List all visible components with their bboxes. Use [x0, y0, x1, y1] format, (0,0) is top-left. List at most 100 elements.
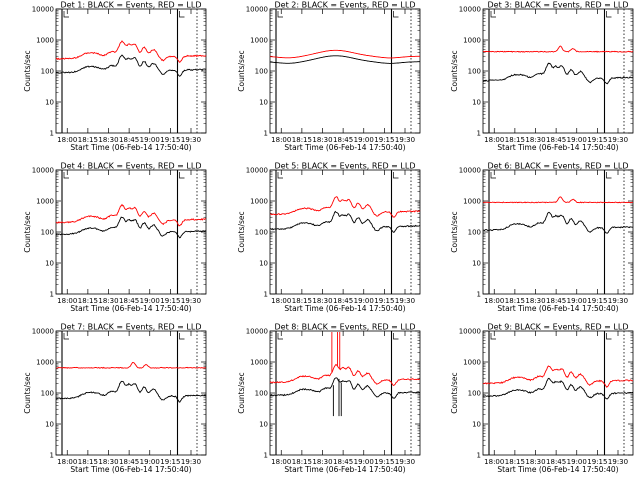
- y-axis-label: Counts/sec: [450, 211, 459, 252]
- marker-bracket: [277, 333, 283, 340]
- x-tick-label: 18:00: [271, 297, 291, 305]
- x-tick-label: 19:00: [140, 136, 160, 144]
- x-tick-label: 18:00: [57, 297, 77, 305]
- x-tick-label: 19:00: [567, 136, 587, 144]
- marker-bracket: [606, 333, 612, 340]
- panel-det-5: Det 5: BLACK = Events, RED = LLD 1 10 100 10…: [237, 162, 421, 313]
- x-tick-label: 18:45: [546, 458, 566, 466]
- y-tick-label: 100: [255, 229, 268, 237]
- plot-frame: [482, 8, 634, 134]
- marker-bracket: [490, 172, 496, 179]
- x-tick-label: 19:15: [374, 136, 394, 144]
- series-lld-red: [269, 363, 421, 387]
- plot-frame: [482, 330, 634, 456]
- marker-bracket: [63, 11, 69, 18]
- x-tick-label: 18:00: [57, 136, 77, 144]
- y-axis-label: Counts/sec: [450, 372, 459, 413]
- y-axis-label: Counts/sec: [237, 50, 246, 91]
- x-tick-label: 18:15: [78, 458, 98, 466]
- x-tick-label: 19:00: [354, 458, 374, 466]
- plot-frame: [269, 169, 421, 295]
- y-tick-label: 1: [50, 452, 54, 460]
- y-tick-label: 10: [259, 99, 268, 107]
- series-lld-red: [55, 40, 207, 63]
- panel-title: Det 3: BLACK = Events, RED = LLD: [488, 1, 629, 10]
- marker-bracket: [393, 333, 399, 340]
- x-tick-label: 19:15: [374, 297, 394, 305]
- x-tick-label: 18:00: [484, 136, 504, 144]
- panel-title: Det 4: BLACK = Events, RED = LLD: [61, 162, 202, 171]
- panel-det-1: Det 1: BLACK = Events, RED = LLD 1 10 100 10…: [23, 1, 207, 152]
- marker-bracket: [179, 172, 185, 179]
- series-events-black: [55, 216, 207, 239]
- panel-det-3: Det 3: BLACK = Events, RED = LLD 1 10 100 10…: [450, 1, 634, 152]
- marker-bracket: [490, 333, 496, 340]
- y-tick-label: 1000: [36, 37, 54, 45]
- x-tick-label: 18:30: [98, 297, 118, 305]
- panel-title: Det 5: BLACK = Events, RED = LLD: [275, 162, 416, 171]
- y-tick-label: 10: [259, 260, 268, 268]
- marker-bracket: [277, 11, 283, 18]
- x-tick-label: 19:30: [395, 136, 415, 144]
- x-tick-label: 18:30: [525, 458, 545, 466]
- y-tick-label: 100: [41, 229, 54, 237]
- series-events-black: [482, 62, 634, 85]
- y-tick-label: 10000: [32, 6, 54, 14]
- panel-det-9: Det 9: BLACK = Events, RED = LLD 1 10 100 10…: [450, 323, 634, 474]
- x-tick-label: 18:30: [312, 458, 332, 466]
- series-events-black: [55, 54, 207, 77]
- marker-bracket: [490, 11, 496, 18]
- x-axis-label: Start Time (06-Feb-14 17:50:40): [70, 465, 191, 474]
- x-tick-label: 19:30: [608, 297, 628, 305]
- series-events-black: [55, 380, 207, 403]
- x-tick-label: 18:30: [312, 297, 332, 305]
- x-axis-label: Start Time (06-Feb-14 17:50:40): [70, 143, 191, 152]
- y-tick-label: 10000: [246, 328, 268, 336]
- series-lld-red: [269, 196, 421, 218]
- y-tick-label: 10: [472, 99, 481, 107]
- marker-bracket: [179, 11, 185, 18]
- x-tick-label: 18:00: [484, 458, 504, 466]
- plot-frame: [269, 8, 421, 134]
- x-axis-label: Start Time (06-Feb-14 17:50:40): [284, 304, 405, 313]
- x-tick-label: 18:00: [57, 458, 77, 466]
- y-tick-label: 10: [45, 99, 54, 107]
- y-tick-label: 1000: [463, 37, 481, 45]
- x-tick-label: 19:00: [140, 297, 160, 305]
- x-axis-label: Start Time (06-Feb-14 17:50:40): [70, 304, 191, 313]
- marker-bracket: [606, 172, 612, 179]
- x-tick-label: 19:00: [140, 458, 160, 466]
- x-tick-label: 19:30: [395, 297, 415, 305]
- x-tick-label: 18:15: [505, 458, 525, 466]
- y-tick-label: 10: [472, 260, 481, 268]
- x-tick-label: 19:15: [587, 297, 607, 305]
- x-tick-label: 18:30: [525, 136, 545, 144]
- x-tick-label: 18:45: [333, 458, 353, 466]
- x-axis-label: Start Time (06-Feb-14 17:50:40): [497, 304, 618, 313]
- x-tick-label: 18:15: [78, 136, 98, 144]
- y-tick-label: 10000: [459, 328, 481, 336]
- x-tick-label: 18:45: [333, 297, 353, 305]
- y-tick-label: 1: [50, 130, 54, 138]
- x-axis-label: Start Time (06-Feb-14 17:50:40): [284, 143, 405, 152]
- x-axis-label: Start Time (06-Feb-14 17:50:40): [497, 143, 618, 152]
- marker-bracket: [277, 172, 283, 179]
- x-tick-label: 19:30: [181, 136, 201, 144]
- panel-title: Det 1: BLACK = Events, RED = LLD: [61, 1, 202, 10]
- marker-bracket: [606, 11, 612, 18]
- x-tick-label: 19:15: [160, 297, 180, 305]
- y-tick-label: 10000: [459, 167, 481, 175]
- series-lld-red: [482, 196, 634, 204]
- panel-det-2: Det 2: BLACK = Events, RED = LLD 1 10 100 10…: [237, 1, 421, 152]
- y-tick-label: 100: [468, 229, 481, 237]
- series-events-black: [269, 377, 420, 399]
- panel-det-8: Det 8: BLACK = Events, RED = LLD 1 10 100 10…: [237, 323, 421, 474]
- y-tick-label: 1: [264, 291, 268, 299]
- x-tick-label: 19:30: [608, 458, 628, 466]
- x-tick-label: 18:00: [484, 297, 504, 305]
- x-tick-label: 18:45: [119, 458, 139, 466]
- y-axis-label: Counts/sec: [23, 211, 32, 252]
- y-tick-label: 1000: [250, 359, 268, 367]
- x-tick-label: 18:45: [333, 136, 353, 144]
